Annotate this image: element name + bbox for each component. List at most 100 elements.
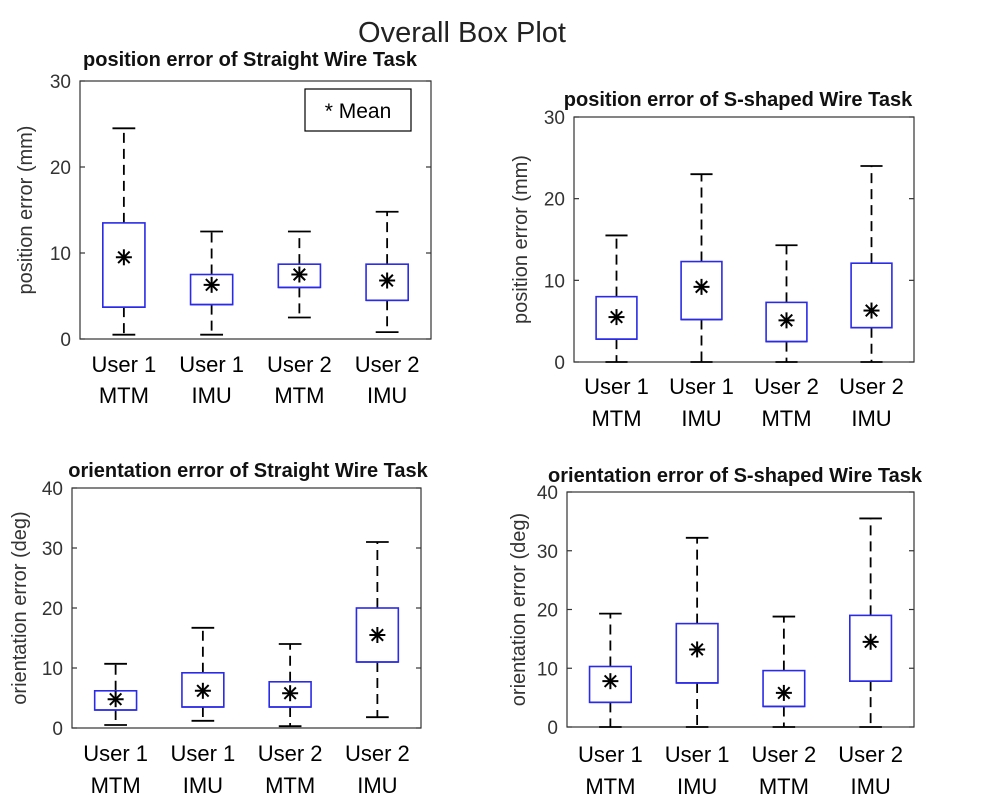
y-tick-label: 10	[50, 244, 71, 265]
mean-marker	[291, 266, 308, 283]
mean-marker-stroke	[610, 310, 623, 324]
mean-marker-stroke	[777, 686, 791, 700]
mean-marker	[689, 641, 706, 658]
box-4	[365, 210, 409, 334]
y-tick-label: 10	[537, 659, 558, 680]
chart-panel-1: position error of Straight Wire Task 0 10 2…	[15, 49, 432, 408]
mean-marker	[863, 302, 880, 319]
mean-marker-stroke	[196, 684, 210, 698]
mean-marker-stroke	[370, 628, 384, 642]
y-tick-label: 20	[537, 601, 558, 622]
mean-marker-stroke	[695, 280, 708, 294]
y-axis-label: orientation error (deg)	[9, 511, 31, 704]
category-label-device: MTM	[761, 406, 811, 431]
category-label-device: MTM	[265, 773, 315, 798]
category-label-device: IMU	[681, 406, 721, 431]
category-label-device: IMU	[191, 383, 231, 408]
box-3	[277, 230, 322, 319]
category-label-device: IMU	[367, 383, 407, 408]
category-label-device: IMU	[677, 774, 717, 799]
category-label-device: MTM	[91, 773, 141, 798]
box-4	[850, 165, 893, 363]
chart-panel-2: position error of S-shaped Wire Task 0 10 2…	[510, 89, 915, 431]
mean-marker-stroke	[780, 313, 793, 327]
plot-area-frame	[573, 116, 915, 363]
panel-title: position error of Straight Wire Task	[83, 49, 418, 71]
y-tick-label: 30	[42, 539, 63, 560]
category-label-user: User 1	[91, 352, 156, 377]
mean-marker-stroke	[292, 268, 306, 281]
category-label-user: User 2	[751, 742, 816, 767]
category-label-device: MTM	[591, 406, 641, 431]
box-2	[181, 626, 225, 722]
y-axis-label: position error (mm)	[510, 155, 532, 324]
box-1	[588, 612, 632, 728]
category-label-user: User 1	[584, 374, 649, 399]
mean-marker-stroke	[380, 274, 394, 287]
panels: position error of Straight Wire Task 0 10 2…	[9, 49, 923, 799]
category-label-user: User 2	[345, 741, 410, 766]
category-label-device: IMU	[850, 774, 890, 799]
category-label-device: MTM	[759, 774, 809, 799]
mean-marker	[194, 682, 211, 699]
mean-marker	[608, 309, 625, 326]
category-label-user: User 1	[578, 742, 643, 767]
mean-marker-stroke	[603, 674, 617, 688]
mean-marker	[693, 278, 710, 295]
mean-marker	[369, 627, 386, 643]
mean-marker-stroke	[117, 250, 131, 264]
y-tick-label: 30	[537, 542, 558, 563]
box-3	[268, 643, 312, 728]
mean-marker	[379, 272, 396, 289]
box-1	[93, 662, 138, 726]
y-tick-label: 0	[60, 330, 71, 351]
mean-marker	[778, 312, 795, 329]
box-2	[189, 230, 234, 336]
y-tick-label: 30	[544, 108, 565, 129]
mean-marker	[282, 685, 299, 702]
mean-marker-stroke	[283, 686, 297, 700]
category-label-user: User 2	[754, 374, 819, 399]
mean-marker	[115, 249, 132, 266]
category-label-device: MTM	[99, 383, 149, 408]
box-3	[762, 615, 806, 728]
category-label-user: User 2	[839, 374, 904, 399]
y-tick-label: 0	[554, 353, 565, 374]
category-label-user: User 1	[669, 374, 734, 399]
figure-title: Overall Box Plot	[358, 17, 566, 49]
mean-marker	[203, 276, 220, 293]
y-tick-label: 10	[544, 271, 565, 292]
y-tick-label: 30	[50, 72, 71, 93]
chart-panel-4: orientation error of S-shaped Wire Task 0…	[508, 465, 923, 799]
y-axis-label: orientation error (deg)	[508, 513, 530, 706]
legend: * Mean	[304, 88, 412, 132]
box-1	[595, 234, 638, 363]
mean-marker	[107, 691, 124, 708]
y-tick-label: 20	[42, 599, 63, 620]
mean-marker-stroke	[690, 642, 704, 656]
mean-marker-stroke	[865, 304, 878, 318]
box-1	[102, 127, 146, 336]
category-label-user: User 1	[179, 352, 244, 377]
panel-title: orientation error of Straight Wire Task	[68, 460, 428, 482]
box-3	[765, 244, 808, 363]
panel-title: orientation error of S-shaped Wire Task	[548, 465, 923, 487]
mean-marker	[775, 684, 792, 701]
box-iqr	[355, 607, 400, 663]
category-label-user: User 2	[258, 741, 323, 766]
category-label-device: IMU	[357, 773, 397, 798]
y-tick-label: 0	[547, 718, 558, 739]
y-tick-label: 10	[42, 659, 63, 680]
mean-marker	[862, 633, 879, 650]
category-label-user: User 2	[267, 352, 332, 377]
category-label-device: MTM	[274, 383, 324, 408]
category-label-device: IMU	[183, 773, 223, 798]
legend-box	[304, 88, 412, 132]
category-label-device: MTM	[585, 774, 635, 799]
plot-area-frame	[79, 80, 432, 340]
y-tick-label: 40	[537, 483, 558, 504]
box-2	[680, 173, 723, 363]
category-label-device: IMU	[851, 406, 891, 431]
mean-marker-stroke	[205, 278, 219, 292]
